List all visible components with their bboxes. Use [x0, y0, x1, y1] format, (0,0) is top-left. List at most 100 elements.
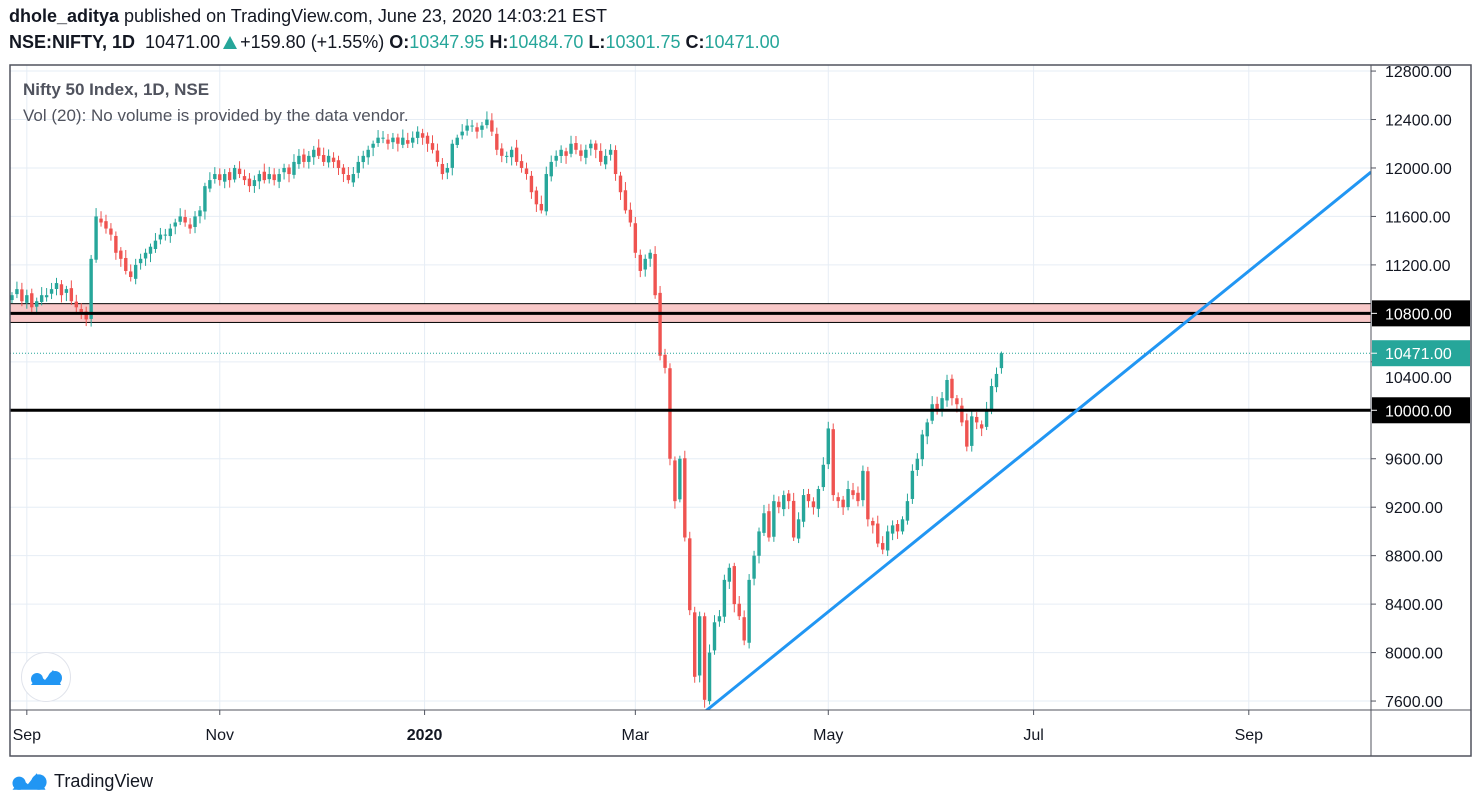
- candle-body: [801, 495, 806, 522]
- candle-body: [89, 258, 93, 319]
- candle-body: [356, 161, 360, 173]
- candle-body: [579, 150, 583, 156]
- candle-body: [905, 501, 910, 521]
- candle-body: [460, 131, 464, 136]
- candle: [777, 496, 781, 514]
- time-tick-label: Sep: [1235, 727, 1264, 744]
- candle-body: [119, 250, 123, 259]
- candle-body: [811, 501, 816, 508]
- candle-body: [940, 398, 944, 412]
- candle-body: [895, 524, 900, 532]
- candle: [920, 429, 924, 467]
- candle-body: [44, 295, 49, 298]
- candle-body: [124, 257, 128, 271]
- candle-body: [885, 531, 890, 551]
- price-tick-label: 9200.00: [1385, 500, 1443, 517]
- candle-body: [881, 543, 885, 550]
- candle-body: [415, 131, 420, 138]
- level-price-label-text: 10000.00: [1385, 403, 1452, 420]
- brand-name[interactable]: TradingView: [54, 770, 154, 791]
- candle: [697, 611, 702, 683]
- high-label: H:: [489, 32, 509, 52]
- candle-body: [203, 186, 207, 212]
- candle-body: [975, 416, 979, 423]
- candle: [965, 413, 969, 452]
- candle: [831, 423, 835, 501]
- chart-frame: [9, 64, 1472, 757]
- candle-body: [559, 149, 563, 156]
- candle: [678, 455, 682, 503]
- candle-body: [79, 308, 83, 314]
- candle: [64, 285, 69, 302]
- open-value: 10347.95: [409, 32, 485, 52]
- candle-body: [831, 429, 835, 496]
- candle-body: [242, 176, 247, 181]
- candle: [722, 574, 727, 624]
- candle-body: [341, 167, 346, 175]
- candle-body: [317, 147, 321, 156]
- candle-body: [114, 235, 118, 253]
- time-tick-label: 2020: [407, 727, 443, 744]
- candle: [420, 128, 425, 145]
- candle-body: [930, 404, 934, 421]
- candle: [796, 512, 801, 544]
- candle-body: [218, 174, 222, 181]
- candle: [119, 247, 123, 267]
- candle-body: [168, 228, 172, 237]
- candle: [509, 146, 514, 166]
- candle-body: [514, 147, 519, 162]
- level-price-label: 10000.00: [1371, 397, 1470, 424]
- candle: [628, 202, 633, 227]
- candle-body: [232, 167, 237, 180]
- candle-body: [480, 125, 484, 130]
- candle-body: [490, 120, 494, 132]
- candle: [564, 147, 568, 164]
- candle-body: [594, 143, 598, 150]
- candle-body: [762, 513, 766, 533]
- candle: [846, 480, 850, 511]
- candle-body: [401, 137, 405, 145]
- candle: [688, 531, 692, 616]
- tradingview-logo-icon: [12, 773, 47, 790]
- candle-body: [99, 218, 103, 223]
- candle: [979, 420, 984, 437]
- symbol: NSE:NIFTY, 1D: [9, 32, 136, 52]
- candle-body: [475, 127, 479, 132]
- candle-body: [618, 175, 623, 193]
- candle-body: [302, 154, 306, 162]
- candle: [643, 254, 647, 277]
- candle: [905, 493, 910, 525]
- candle: [277, 168, 281, 189]
- trendline[interactable]: [704, 170, 1371, 712]
- candle-body: [411, 137, 415, 143]
- candle: [742, 610, 746, 646]
- candle: [223, 169, 227, 189]
- candle-body: [430, 143, 435, 150]
- candle: [79, 303, 83, 320]
- candle-body: [683, 458, 687, 538]
- candle-body: [178, 216, 182, 222]
- candle-body: [782, 495, 786, 510]
- candle: [480, 121, 484, 138]
- candle-body: [984, 410, 989, 427]
- price-tick-label: 12800.00: [1385, 64, 1452, 81]
- candle-body: [223, 174, 227, 182]
- candle: [406, 132, 410, 148]
- candle-body: [371, 143, 375, 148]
- candle: [925, 418, 929, 445]
- candle: [554, 150, 558, 167]
- candle-body: [148, 246, 153, 254]
- candle: [336, 155, 341, 176]
- candle-body: [653, 253, 657, 296]
- candle: [173, 218, 177, 235]
- candle: [232, 164, 237, 183]
- tradingview-watermark-icon[interactable]: [21, 652, 71, 702]
- candle-body: [505, 155, 509, 157]
- candle: [129, 264, 133, 282]
- candle: [994, 367, 999, 393]
- candle: [524, 162, 529, 180]
- candle-body: [658, 292, 662, 356]
- candle: [163, 228, 168, 241]
- candle: [242, 169, 247, 186]
